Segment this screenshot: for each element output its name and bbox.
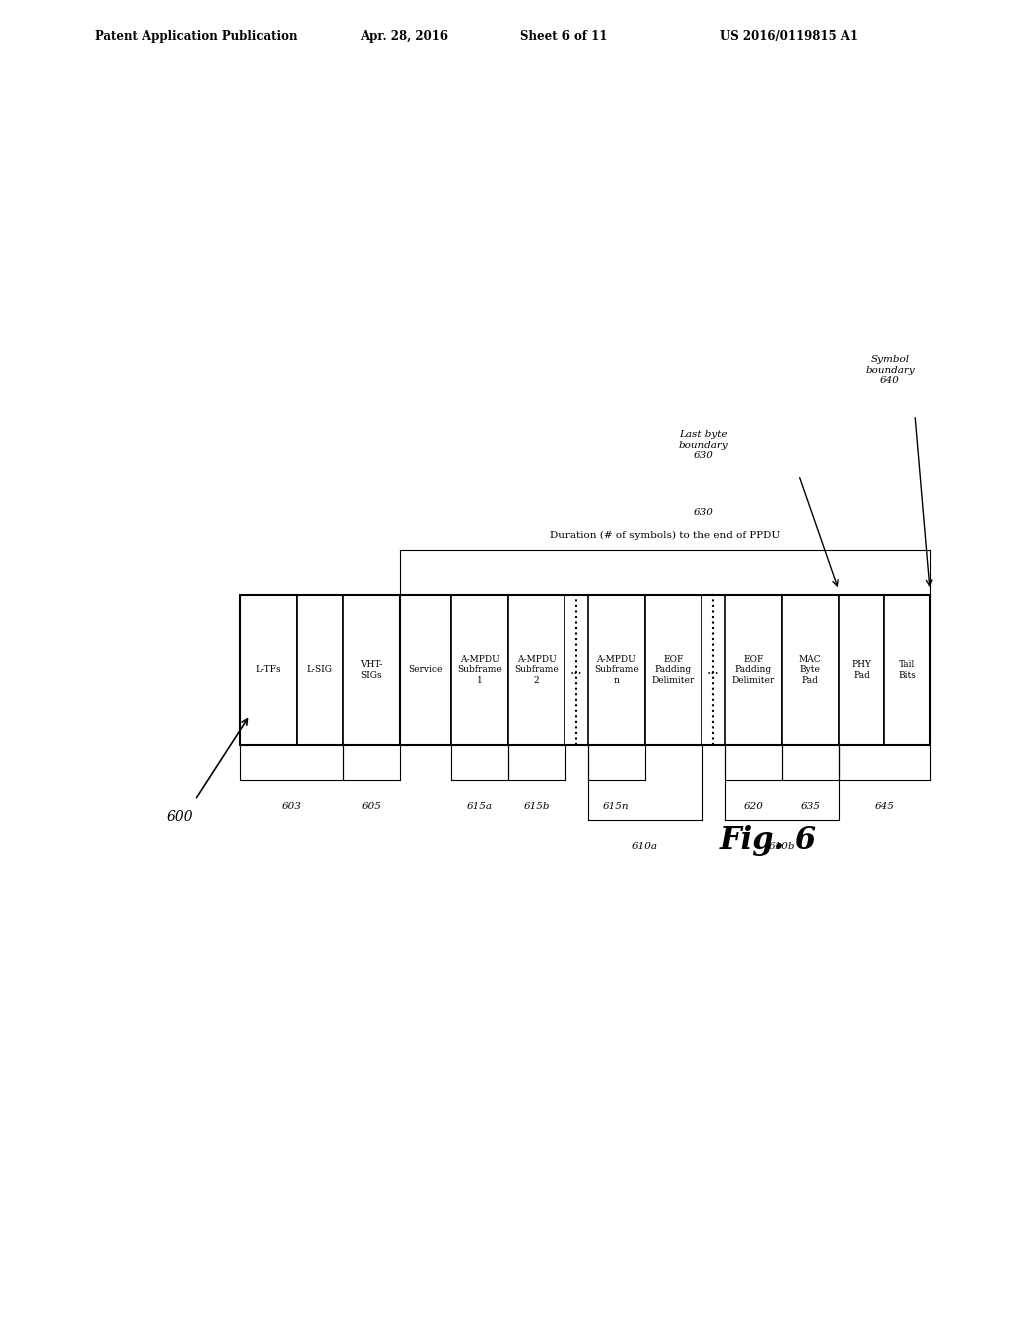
Text: L-TFs: L-TFs — [256, 665, 282, 675]
Text: A-MPDU
Subframe
2: A-MPDU Subframe 2 — [514, 655, 559, 685]
Text: Patent Application Publication: Patent Application Publication — [95, 30, 298, 44]
Text: Last byte
boundary
630: Last byte boundary 630 — [679, 430, 729, 459]
FancyBboxPatch shape — [839, 595, 885, 744]
FancyBboxPatch shape — [588, 595, 645, 744]
Text: 615b: 615b — [523, 803, 550, 810]
Text: 610a: 610a — [632, 842, 657, 851]
Text: Service: Service — [409, 665, 442, 675]
Text: 645: 645 — [874, 803, 894, 810]
FancyBboxPatch shape — [399, 595, 451, 744]
Text: 603: 603 — [282, 803, 301, 810]
Text: PHY
Pad: PHY Pad — [852, 660, 871, 680]
FancyBboxPatch shape — [508, 595, 565, 744]
Text: Fig. 6: Fig. 6 — [720, 825, 817, 855]
Text: 615n: 615n — [603, 803, 630, 810]
Text: MAC
Byte
Pad: MAC Byte Pad — [799, 655, 821, 685]
FancyBboxPatch shape — [565, 595, 588, 744]
Text: 600: 600 — [167, 810, 194, 824]
Text: 615a: 615a — [467, 803, 493, 810]
FancyBboxPatch shape — [343, 595, 399, 744]
FancyBboxPatch shape — [885, 595, 930, 744]
Text: ...: ... — [707, 663, 720, 677]
Text: EOF
Padding
Delimiter: EOF Padding Delimiter — [651, 655, 695, 685]
Text: US 2016/0119815 A1: US 2016/0119815 A1 — [720, 30, 858, 44]
Text: Sheet 6 of 11: Sheet 6 of 11 — [520, 30, 607, 44]
Text: 630: 630 — [694, 508, 714, 517]
Text: EOF
Padding
Delimiter: EOF Padding Delimiter — [731, 655, 775, 685]
FancyBboxPatch shape — [297, 595, 343, 744]
Text: VHT-
SIGs: VHT- SIGs — [360, 660, 382, 680]
FancyBboxPatch shape — [781, 595, 839, 744]
Text: Symbol
boundary
640: Symbol boundary 640 — [865, 355, 914, 385]
Text: A-MPDU
Subframe
1: A-MPDU Subframe 1 — [457, 655, 502, 685]
FancyBboxPatch shape — [645, 595, 701, 744]
FancyBboxPatch shape — [725, 595, 781, 744]
Text: ...: ... — [570, 663, 583, 677]
Text: 635: 635 — [801, 803, 820, 810]
Text: Tail
Bits: Tail Bits — [898, 660, 916, 680]
Text: 610b: 610b — [768, 842, 795, 851]
FancyBboxPatch shape — [701, 595, 725, 744]
Text: L-SIG: L-SIG — [307, 665, 333, 675]
Text: 620: 620 — [743, 803, 763, 810]
Text: Apr. 28, 2016: Apr. 28, 2016 — [360, 30, 449, 44]
Text: 605: 605 — [361, 803, 381, 810]
FancyBboxPatch shape — [240, 595, 297, 744]
FancyBboxPatch shape — [451, 595, 508, 744]
Text: Duration (# of symbols) to the end of PPDU: Duration (# of symbols) to the end of PP… — [550, 531, 780, 540]
Text: A-MPDU
Subframe
n: A-MPDU Subframe n — [594, 655, 639, 685]
